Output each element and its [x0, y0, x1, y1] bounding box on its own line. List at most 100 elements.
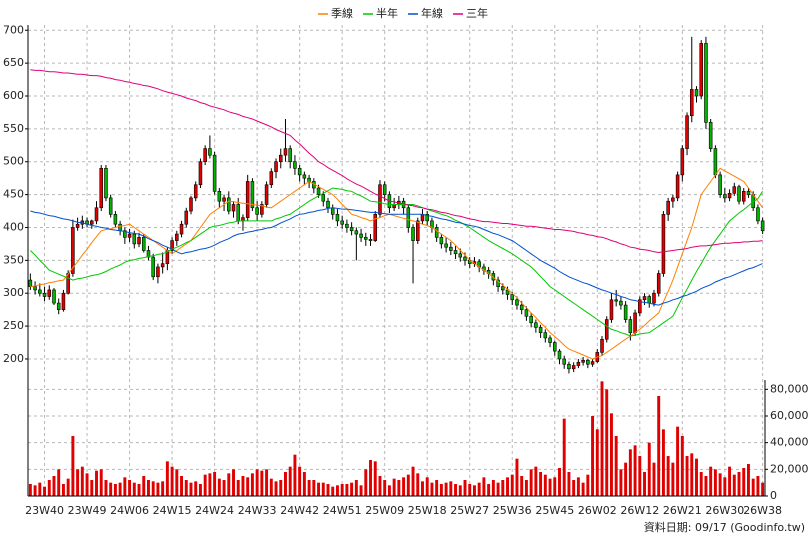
volume-bar	[614, 436, 618, 496]
candle-body	[656, 273, 661, 294]
candle-body	[718, 174, 722, 195]
volume-bar	[742, 468, 746, 496]
volume-bar	[737, 472, 741, 496]
candle-body	[137, 237, 141, 245]
candle-body	[538, 327, 543, 333]
volume-bar	[510, 474, 514, 496]
candle-body	[255, 207, 259, 215]
y-tick-label: 80,000	[770, 382, 808, 395]
ma-line	[30, 69, 763, 254]
volume-bar	[425, 477, 429, 496]
y-tick-label: 300	[3, 286, 24, 299]
candle-body	[463, 256, 467, 261]
volume-bar	[487, 484, 491, 496]
volume-bar	[709, 466, 713, 496]
footer: 資料日期: 09/17 (Goodinfo.tw)	[644, 520, 805, 534]
volume-bar	[269, 478, 273, 496]
candle-body	[496, 279, 500, 287]
volume-bar	[147, 480, 150, 496]
candle-body	[453, 250, 458, 255]
candle-body	[288, 148, 292, 163]
candle-body	[264, 184, 269, 205]
volume-bar	[307, 480, 311, 496]
volume-bar	[52, 476, 56, 496]
candle-body	[222, 197, 226, 202]
candle-body	[415, 220, 420, 241]
candle-body	[33, 286, 37, 291]
volume-bar	[184, 480, 188, 496]
volume-bar	[302, 472, 306, 496]
candle-body	[141, 237, 146, 251]
candle-body	[576, 361, 581, 366]
candle-body	[75, 223, 80, 228]
volume-bar	[600, 381, 604, 496]
candle-body	[269, 171, 274, 186]
volume-bar	[274, 481, 278, 496]
volume-bar	[260, 470, 264, 496]
volume-bar	[468, 484, 472, 496]
volume-bar	[326, 484, 330, 496]
volume-bar	[421, 481, 424, 496]
volume-bar	[728, 466, 732, 496]
volume-bar	[340, 484, 344, 496]
volume-bar	[208, 473, 212, 496]
volume-bar	[335, 485, 339, 496]
volume-bar	[482, 477, 486, 496]
volume-bar	[506, 477, 509, 496]
candle-body	[368, 239, 373, 241]
y-tick-label: 350	[3, 253, 24, 266]
volume-bar	[591, 416, 595, 496]
y-tick-label: 0	[770, 489, 777, 502]
volume-bar	[213, 472, 217, 496]
volume-bar	[85, 473, 89, 496]
y-tick-label: 200	[3, 352, 24, 365]
volume-bar	[38, 482, 42, 496]
volume-bar	[572, 480, 576, 496]
candle-body	[52, 289, 56, 304]
candle-body	[756, 207, 760, 222]
volume-bar	[661, 429, 665, 496]
volume-bar	[175, 469, 179, 496]
candle-body	[534, 322, 538, 328]
volume-bar	[751, 478, 755, 496]
candle-body	[217, 191, 222, 202]
volume-bar	[151, 481, 155, 496]
candle-body	[198, 161, 203, 186]
candle-body	[675, 174, 680, 199]
candle-body	[609, 299, 614, 320]
volume-bar	[387, 485, 391, 496]
volume-bar	[638, 456, 642, 496]
volume-bar	[676, 426, 680, 496]
volume-bar	[189, 482, 193, 496]
candle-body	[727, 192, 732, 199]
candle-body	[411, 227, 415, 241]
volume-bar	[203, 474, 207, 496]
volume-bar	[444, 482, 448, 496]
x-tick-label: 26W38	[743, 504, 782, 517]
volume-bar	[95, 470, 98, 496]
candle-body	[127, 233, 132, 238]
candle-body	[562, 358, 566, 365]
x-tick-label: 25W09	[365, 504, 404, 517]
candle-body	[359, 233, 363, 238]
candle-body	[354, 230, 359, 235]
candle-body	[420, 214, 425, 222]
y-tick-label: 20,000	[770, 462, 808, 475]
candle-body	[160, 263, 165, 268]
candle-body	[28, 279, 33, 287]
volume-bar	[232, 469, 235, 496]
volume-bar	[695, 458, 698, 496]
volume-bar	[761, 482, 765, 496]
candle-body	[345, 223, 349, 228]
volume-bar	[28, 484, 32, 496]
volume-bar	[369, 460, 372, 496]
candle-body	[156, 266, 160, 278]
volume-bar	[293, 454, 297, 496]
volume-bar	[373, 461, 377, 496]
volume-bar	[558, 468, 561, 496]
candle-body	[567, 363, 571, 370]
candle-body	[316, 187, 321, 195]
candle-body	[548, 337, 552, 343]
candle-body	[179, 223, 184, 235]
